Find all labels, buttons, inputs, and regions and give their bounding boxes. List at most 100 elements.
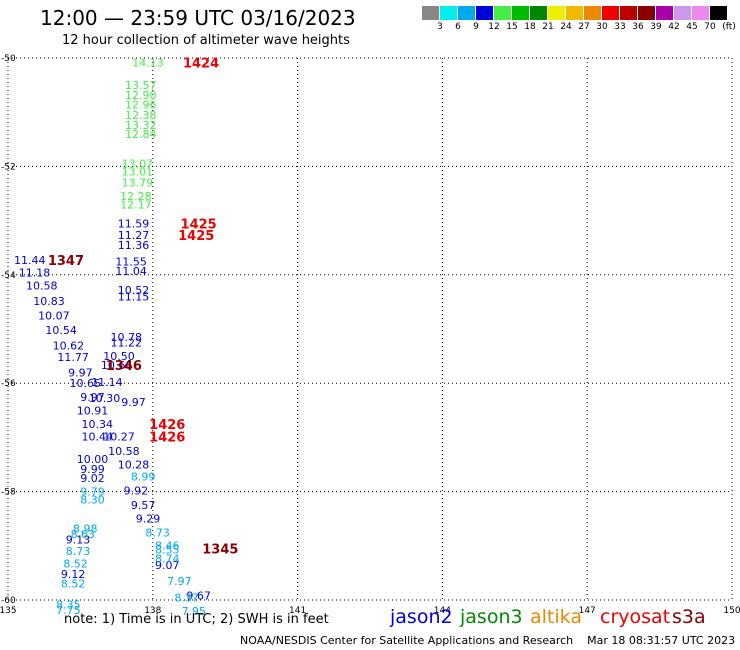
data-point-label: 7.75 xyxy=(56,604,81,617)
data-point-label: 14.13 xyxy=(132,56,164,69)
y-tick-label: -50 xyxy=(1,54,16,64)
legend-bin-label: 39 xyxy=(650,22,662,32)
y-tick-label: -52 xyxy=(1,162,16,172)
legend-bin-label: 33 xyxy=(614,22,626,32)
data-point-label: 11.14 xyxy=(91,376,123,389)
x-tick-label: 138 xyxy=(144,606,161,616)
data-point-label: 11.36 xyxy=(118,239,150,252)
pass-time-label: 1425 xyxy=(181,217,217,232)
data-point-label: 10.78 xyxy=(111,331,143,344)
data-point-label: 10.52 xyxy=(118,284,150,297)
legend-bin-label: 27 xyxy=(578,22,590,32)
data-point-label: 9.92 xyxy=(124,485,149,498)
chart-subtitle: 12 hour collection of altimeter wave hei… xyxy=(62,33,350,48)
legend-swatch xyxy=(602,6,620,20)
data-point-label: 10.27 xyxy=(103,430,135,443)
data-point-label: 11.18 xyxy=(19,267,51,280)
footer-credit: NOAA/NESDIS Center for Satellite Applica… xyxy=(240,634,736,647)
legend-bin-label: 18 xyxy=(524,22,536,32)
satellite-cryosat: cryosat xyxy=(600,606,671,628)
data-point-label: 8.46 xyxy=(155,539,180,552)
legend-bin-label: 70 xyxy=(704,22,716,32)
data-point-label: 7.95 xyxy=(182,605,207,618)
data-point-label: 12.38 xyxy=(125,109,157,122)
y-tick-label: -54 xyxy=(1,271,16,281)
legend-bin-label: 12 xyxy=(488,22,500,32)
data-point-label: 8.35 xyxy=(56,598,81,611)
data-point-label: 11.15 xyxy=(118,290,150,303)
legend-bin-label: 30 xyxy=(596,22,608,32)
data-point-label: 9.99 xyxy=(80,463,105,476)
legend-bin-label: 36 xyxy=(632,22,644,32)
legend-bin-label: 15 xyxy=(506,22,518,32)
legend-swatch xyxy=(620,6,638,20)
data-point-label: 11.04 xyxy=(115,265,147,278)
data-point-label: 8.73 xyxy=(66,545,91,558)
legend-swatch xyxy=(476,6,494,20)
data-point-label: 9.67 xyxy=(186,590,211,603)
data-point-label: 13.32 xyxy=(125,119,157,132)
pass-time-label: 1425 xyxy=(178,229,214,244)
legend-swatch xyxy=(566,6,584,20)
data-point-label: 9.97 xyxy=(121,396,146,409)
data-point-label: 8.74 xyxy=(155,552,180,565)
data-point-label: 11.27 xyxy=(118,229,150,242)
data-point-label: 8.98 xyxy=(73,522,98,535)
legend-swatch xyxy=(458,6,476,20)
axis-tick-labels: 135 138 141 144 147 150 -50 -52 -54 -56 -58 -60 xyxy=(0,54,740,616)
legend-bin-label: 6 xyxy=(455,22,461,32)
legend-swatch xyxy=(638,6,656,20)
data-point-label: 9.29 xyxy=(136,513,161,526)
data-point-label: 11.22 xyxy=(111,337,143,350)
data-point-label: 10.91 xyxy=(77,404,109,417)
data-point-label: 8.52 xyxy=(63,558,88,571)
data-point-label: 8.37 xyxy=(174,591,199,604)
data-point-label: 13.07 xyxy=(122,158,154,171)
satellite-s3a: s3a xyxy=(672,606,706,628)
data-point-label: 9.97 xyxy=(80,391,105,404)
legend-swatch xyxy=(656,6,674,20)
legend-swatch xyxy=(710,6,728,20)
data-point-label: 10.07 xyxy=(38,309,70,322)
data-point-label: 8.73 xyxy=(145,526,170,539)
y-tick-label: -56 xyxy=(1,379,16,389)
data-point-label: 10.54 xyxy=(45,324,77,337)
data-point-label: 10.65 xyxy=(69,377,101,390)
data-point-label: 13.01 xyxy=(122,165,154,178)
data-point-label: 12.96 xyxy=(125,99,157,112)
x-tick-label: 150 xyxy=(723,606,740,616)
data-point-label: 8.52 xyxy=(61,578,86,591)
data-point-label: 10.62 xyxy=(53,339,85,352)
data-point-label: 10.00 xyxy=(77,453,109,466)
pass-time-label: 1426 xyxy=(149,430,185,445)
data-point-label: 13.57 xyxy=(125,79,157,92)
legend-swatch xyxy=(494,6,512,20)
data-point-label: 8.99 xyxy=(131,470,156,483)
pass-time-label: 1426 xyxy=(149,418,185,433)
data-point-label: 12.28 xyxy=(120,190,152,203)
data-point-label: 10.30 xyxy=(89,392,121,405)
data-point-label: 10.34 xyxy=(82,418,114,431)
data-point-label: 10.44 xyxy=(82,430,114,443)
y-tick-label: -58 xyxy=(1,488,16,498)
data-point-label: 8.63 xyxy=(71,528,96,541)
satellite-jason3: jason3 xyxy=(460,606,523,628)
data-point-label: 9.97 xyxy=(68,366,93,379)
pass-time-label: 1424 xyxy=(183,56,219,71)
data-point-label: 12.17 xyxy=(120,198,152,211)
legend-bin-label: 9 xyxy=(473,22,479,32)
data-point-label: 10.50 xyxy=(103,350,135,363)
satellite-jason2: jason2 xyxy=(390,606,453,628)
pass-time-label: 1346 xyxy=(106,359,142,374)
note-text: note: 1) Time is in UTC; 2) SWH is in fe… xyxy=(64,612,329,627)
x-tick-label: 135 xyxy=(0,606,17,616)
data-point-label: 12.90 xyxy=(125,89,157,102)
legend-swatch xyxy=(692,6,710,20)
data-point-label: 8.55 xyxy=(155,544,180,557)
legend-swatch xyxy=(440,6,458,20)
data-point-label: 11.44 xyxy=(14,254,46,267)
legend-swatch xyxy=(584,6,602,20)
